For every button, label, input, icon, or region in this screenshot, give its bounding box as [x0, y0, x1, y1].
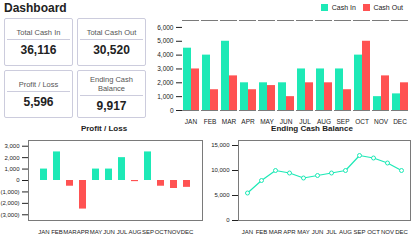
svg-text:APR: APR: [77, 229, 90, 234]
svg-text:1,000: 1,000: [157, 93, 174, 100]
html-text:Ending Cash Balance: Ending Cash Balance: [90, 75, 133, 93]
svg-text:JUN: JUN: [312, 229, 324, 234]
svg-text:SEP: SEP: [336, 118, 349, 124]
svg-text:JUL: JUL: [326, 229, 337, 234]
svg-text:MAY: MAY: [297, 229, 310, 234]
svg-text:AUG: AUG: [339, 229, 352, 234]
svg-text:AUG: AUG: [317, 118, 331, 124]
svg-text:0: 0: [226, 217, 230, 223]
svg-text:JUL: JUL: [299, 118, 311, 124]
svg-text:2,000: 2,000: [157, 79, 174, 86]
html-text:Total Cash Out: Total Cash Out: [86, 27, 137, 37]
svg-text:FEB: FEB: [51, 229, 63, 234]
svg-text:JUN: JUN: [280, 118, 293, 124]
svg-text:MAR: MAR: [269, 229, 283, 234]
svg-text:JAN: JAN: [185, 118, 198, 124]
svg-text:JAN: JAN: [242, 229, 253, 234]
html-text:Cash In: Cash In: [331, 3, 356, 11]
svg-text:3,000: 3,000: [4, 143, 20, 149]
html-text:Ending Cash Balance: Ending Cash Balance: [271, 124, 353, 133]
svg-text:JUL: JUL: [117, 229, 128, 234]
svg-text:OCT: OCT: [155, 229, 168, 234]
svg-text:(1,000): (1,000): [0, 189, 19, 195]
svg-text:OCT: OCT: [355, 118, 369, 124]
svg-text:APR: APR: [283, 229, 296, 234]
html-text:30,520: 30,520: [93, 42, 130, 57]
svg-text:SEP: SEP: [353, 229, 365, 234]
html-text:36,116: 36,116: [20, 42, 57, 57]
html-text:Profit / Loss: Profit / Loss: [18, 79, 59, 89]
html-text:Cash Out: Cash Out: [373, 3, 403, 11]
svg-text:2,000: 2,000: [4, 155, 20, 161]
svg-text:APR: APR: [241, 118, 255, 124]
svg-text:DEC: DEC: [395, 229, 408, 234]
svg-text:JUN: JUN: [103, 229, 115, 234]
html-text:Profit / Loss: Profit / Loss: [80, 124, 128, 133]
svg-text:5,000: 5,000: [214, 192, 230, 198]
svg-text:(2,000): (2,000): [0, 200, 19, 206]
svg-text:SEP: SEP: [142, 229, 154, 234]
svg-text:15,000: 15,000: [211, 142, 230, 148]
svg-text:MAY: MAY: [260, 118, 274, 124]
svg-text:NOV: NOV: [381, 229, 394, 234]
svg-text:FEB: FEB: [204, 118, 217, 124]
svg-text:0: 0: [16, 177, 20, 183]
svg-text:NOV: NOV: [167, 229, 180, 234]
svg-text:MAY: MAY: [90, 229, 103, 234]
svg-text:4,000: 4,000: [157, 51, 174, 58]
svg-text:AUG: AUG: [128, 229, 141, 234]
svg-text:DEC: DEC: [393, 118, 407, 124]
svg-text:OCT: OCT: [367, 229, 380, 234]
svg-text:FEB: FEB: [256, 229, 268, 234]
svg-text:JAN: JAN: [38, 229, 49, 234]
svg-text:0: 0: [170, 107, 174, 114]
svg-text:NOV: NOV: [374, 118, 389, 124]
svg-text:MAR: MAR: [222, 118, 237, 124]
html-text:Total Cash In: Total Cash In: [16, 27, 61, 37]
html-text:5,596: 5,596: [23, 94, 54, 109]
svg-text:3,000: 3,000: [157, 65, 174, 72]
svg-text:10,000: 10,000: [211, 167, 230, 173]
html-text:Dashboard: Dashboard: [4, 1, 67, 15]
svg-text:(3,000): (3,000): [0, 212, 19, 218]
svg-text:1,000: 1,000: [4, 166, 20, 172]
html-text:9,917: 9,917: [96, 99, 127, 113]
svg-text:MAR: MAR: [63, 229, 77, 234]
svg-text:6,000: 6,000: [157, 24, 174, 31]
svg-text:5,000: 5,000: [157, 37, 174, 44]
svg-text:DEC: DEC: [181, 229, 194, 234]
